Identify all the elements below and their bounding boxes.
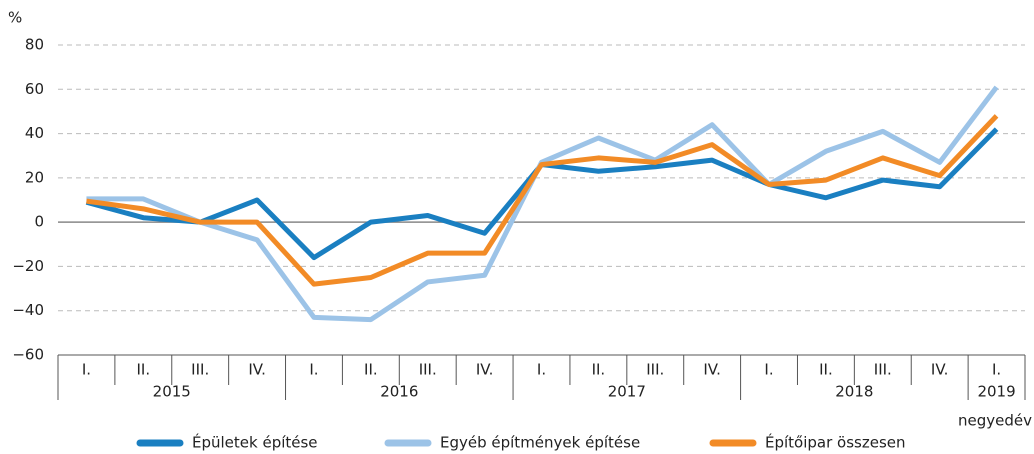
x-group-label: 2015 [153,383,191,401]
x-tick-label: IV. [931,361,949,379]
y-tick-label: −20 [12,257,44,275]
x-tick-label: II. [592,361,606,379]
x-tick-label: II. [364,361,378,379]
x-tick-label: I. [82,361,91,379]
x-axis-label: negyedév [958,412,1032,430]
x-tick-label: IV. [703,361,721,379]
x-tick-label: II. [137,361,151,379]
x-tick-label: IV. [476,361,494,379]
series-line [85,127,999,261]
y-tick-label: −60 [12,346,44,364]
y-unit: % [8,9,22,27]
x-group-label: 2016 [380,383,418,401]
series-line [86,85,999,323]
y-tick-label: 20 [25,168,44,186]
x-tick-label: II. [819,361,833,379]
x-tick-label: I. [764,361,773,379]
x-tick-label: I. [992,361,1001,379]
y-tick-label: −40 [12,301,44,319]
x-tick-label: III. [191,361,209,379]
legend-label: Egyéb építmények építése [440,434,640,452]
x-tick-label: I. [537,361,546,379]
x-tick-label: III. [646,361,664,379]
x-tick-label: III. [874,361,892,379]
y-tick-label: 40 [25,124,44,142]
x-group-label: 2017 [608,383,646,401]
x-tick-label: I. [309,361,318,379]
series-line [86,114,999,287]
y-tick-label: 80 [25,36,44,54]
x-group-label: 2018 [835,383,873,401]
x-group-label: 2019 [977,383,1015,401]
x-tick-label: III. [419,361,437,379]
legend-label: Építőipar összesen [765,433,906,452]
legend-label: Épületek építése [192,433,318,452]
y-tick-label: 60 [25,80,44,98]
y-tick-label: 0 [34,213,44,231]
x-tick-label: IV. [248,361,266,379]
